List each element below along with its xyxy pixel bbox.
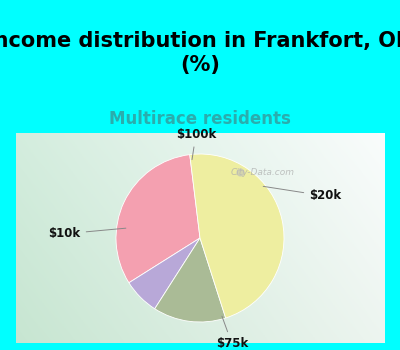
Text: Income distribution in Frankfort, OH
(%): Income distribution in Frankfort, OH (%) (0, 32, 400, 75)
Wedge shape (190, 154, 284, 318)
Text: $75k: $75k (216, 316, 248, 350)
Text: City-Data.com: City-Data.com (231, 168, 295, 177)
Text: Multirace residents: Multirace residents (109, 110, 291, 128)
Text: $100k: $100k (176, 128, 216, 160)
Text: $20k: $20k (263, 186, 341, 203)
Wedge shape (155, 238, 226, 322)
Wedge shape (129, 238, 200, 309)
Text: $10k: $10k (48, 227, 126, 240)
Wedge shape (116, 155, 200, 283)
